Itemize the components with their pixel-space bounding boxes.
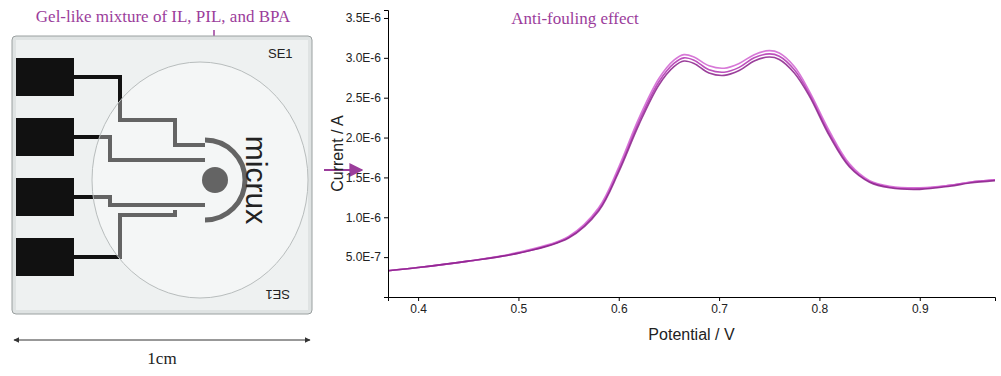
x-tick-label: 0.5 (511, 302, 528, 316)
x-tick: 0.8 (812, 297, 829, 316)
series-line (388, 57, 995, 271)
electrode-text: micrux (240, 136, 273, 224)
annotation: Anti-fouling effect (511, 9, 639, 28)
y-tick-label: 5.0E-7 (346, 250, 382, 264)
scale-label: 1cm (147, 349, 176, 368)
y-tick: 1.5E-6 (346, 171, 388, 185)
x-tick: 0.5 (511, 297, 528, 316)
x-tick-mark (719, 297, 720, 301)
x-tick: 0.9 (912, 297, 929, 316)
x-axis: 0.4 0.5 0.6 0.7 0.8 0.9 (389, 297, 996, 316)
y-axis-line (384, 11, 389, 298)
x-tick-label: 0.6 (611, 302, 628, 316)
x-tick-label: 0.9 (912, 302, 929, 316)
figure: Gel-like mixture of IL, PIL, and BPA SE1 m… (0, 0, 1001, 376)
plot-area (388, 51, 995, 271)
y-tick: 3.5E-6 (346, 11, 388, 25)
y-tick-label: 2.5E-6 (346, 91, 382, 105)
x-tick-mark (819, 297, 820, 301)
x-tick-label: 0.4 (410, 302, 427, 316)
x-tick: 0.4 (410, 297, 427, 316)
gel-label: Gel-like mixture of IL, PIL, and BPA (36, 7, 291, 26)
electrode-panel: Gel-like mixture of IL, PIL, and BPA SE1 m… (12, 7, 312, 368)
electrode-text: SE1 (265, 287, 290, 302)
y-tick-mark (384, 58, 388, 59)
x-tick-label: 0.8 (812, 302, 829, 316)
x-axis-line (389, 298, 996, 302)
x-tick-mark (518, 297, 519, 301)
y-tick-mark (384, 138, 388, 139)
contact-pad (16, 178, 74, 216)
y-tick-label: 1.5E-6 (346, 171, 382, 185)
y-axis: 5.0E-7 1.0E-6 1.5E-6 2.0E-6 2.5E-6 3.0E-6 3.5E… (346, 11, 389, 298)
gel-drop (92, 62, 308, 298)
contact-pad (16, 118, 74, 156)
y-tick-mark (384, 177, 388, 178)
y-tick-mark (384, 257, 388, 258)
y-tick-label: 1.0E-6 (346, 211, 382, 225)
y-tick: 2.5E-6 (346, 91, 388, 105)
y-tick-mark (384, 98, 388, 99)
contact-pad (16, 58, 74, 96)
y-tick-label: 3.5E-6 (346, 11, 382, 25)
series-line (388, 51, 995, 271)
x-tick: 0.6 (611, 297, 628, 316)
chart: 0.4 0.5 0.6 0.7 0.8 0.9 5.0E-7 1.0E-6 1.5E-6 2.0E… (329, 9, 996, 343)
electrode-text: SE1 (268, 46, 293, 61)
electrode-surface (16, 40, 308, 310)
scale-arrow (14, 340, 310, 341)
y-tick: 2.0E-6 (346, 131, 388, 145)
y-tick-mark (384, 217, 388, 218)
y-tick: 5.0E-7 (346, 250, 388, 264)
y-tick-mark (384, 18, 388, 19)
x-tick-label: 0.7 (711, 302, 728, 316)
x-tick-mark (920, 297, 921, 301)
y-tick-label: 2.0E-6 (346, 131, 382, 145)
electrode-chip (12, 36, 312, 314)
x-tick-mark (619, 297, 620, 301)
x-tick: 0.7 (711, 297, 728, 316)
y-axis-title: Current / A (329, 115, 346, 192)
y-tick: 3.0E-6 (346, 51, 388, 65)
series-line (388, 54, 995, 271)
x-tick-mark (418, 297, 419, 301)
contact-pad (16, 238, 74, 276)
x-axis-title: Potential / V (648, 326, 735, 343)
y-tick: 1.0E-6 (346, 211, 388, 225)
y-tick-label: 3.0E-6 (346, 51, 382, 65)
